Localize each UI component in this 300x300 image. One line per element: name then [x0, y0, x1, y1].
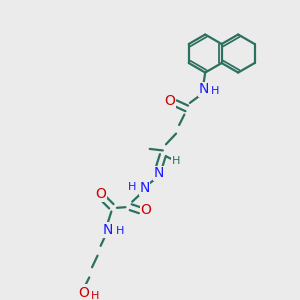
Text: N: N [154, 167, 164, 181]
Text: H: H [116, 226, 125, 236]
Text: O: O [78, 286, 89, 300]
Text: H: H [91, 291, 100, 300]
Text: O: O [95, 187, 106, 201]
Text: H: H [172, 156, 180, 166]
Text: N: N [139, 181, 150, 195]
Text: O: O [141, 203, 152, 217]
Text: H: H [211, 86, 220, 96]
Text: N: N [103, 223, 113, 237]
Text: O: O [164, 94, 175, 108]
Text: N: N [199, 82, 209, 96]
Text: H: H [128, 182, 136, 192]
